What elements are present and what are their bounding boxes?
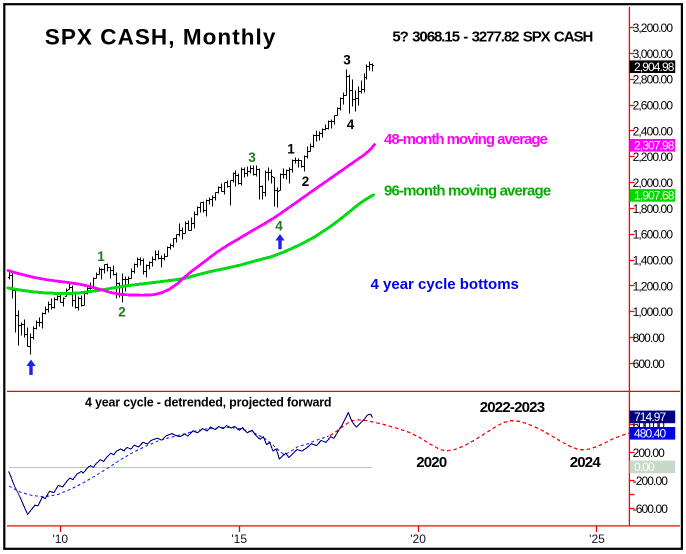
svg-text:2,400.00: 2,400.00 — [633, 124, 674, 138]
svg-text:3: 3 — [248, 150, 256, 165]
svg-text:4 year cycle bottoms: 4 year cycle bottoms — [371, 276, 519, 293]
svg-text:1,600.00: 1,600.00 — [633, 228, 674, 242]
svg-text:1,400.00: 1,400.00 — [633, 254, 674, 268]
svg-text:4: 4 — [275, 218, 283, 233]
svg-text:-200.00: -200.00 — [633, 474, 669, 488]
svg-text:4 year cycle - detrended, proj: 4 year cycle - detrended, projected forw… — [85, 395, 331, 409]
svg-text:2020: 2020 — [416, 454, 447, 471]
svg-text:48-month moving average: 48-month moving average — [384, 131, 548, 148]
svg-text:3,200.00: 3,200.00 — [633, 21, 674, 35]
svg-text:2,200.00: 2,200.00 — [633, 150, 674, 164]
svg-text:'10: '10 — [52, 532, 68, 546]
svg-text:2,800.00: 2,800.00 — [633, 73, 674, 87]
svg-text:2,000.00: 2,000.00 — [633, 176, 674, 190]
svg-text:800.00: 800.00 — [633, 331, 666, 345]
svg-text:3,000.00: 3,000.00 — [633, 47, 674, 61]
svg-text:2: 2 — [302, 174, 310, 189]
svg-text:1,800.00: 1,800.00 — [633, 202, 674, 216]
svg-text:2022-2023: 2022-2023 — [480, 399, 545, 416]
svg-text:480.40: 480.40 — [634, 427, 667, 441]
svg-text:1,907.68: 1,907.68 — [634, 189, 675, 203]
svg-text:'15: '15 — [231, 532, 247, 546]
svg-text:1: 1 — [97, 249, 105, 264]
svg-text:SPX CASH, Monthly: SPX CASH, Monthly — [45, 25, 277, 50]
svg-text:4: 4 — [347, 117, 355, 132]
svg-text:96-month moving average: 96-month moving average — [384, 182, 551, 199]
svg-text:3: 3 — [343, 52, 351, 67]
svg-text:2024: 2024 — [570, 454, 602, 471]
svg-text:'20: '20 — [410, 532, 426, 546]
svg-text:2,600.00: 2,600.00 — [633, 99, 674, 113]
svg-text:5? 3068.15 - 3277.82 SPX CASH: 5? 3068.15 - 3277.82 SPX CASH — [392, 29, 592, 46]
svg-text:600.00: 600.00 — [633, 357, 666, 371]
svg-text:1: 1 — [287, 141, 295, 156]
svg-text:200.00: 200.00 — [633, 446, 666, 460]
svg-text:2: 2 — [118, 304, 126, 319]
svg-text:'25: '25 — [589, 532, 605, 546]
svg-text:2,307.98: 2,307.98 — [634, 139, 675, 153]
svg-text:0.00: 0.00 — [634, 460, 655, 474]
svg-text:2,904.98: 2,904.98 — [634, 60, 675, 74]
svg-text:1,000.00: 1,000.00 — [633, 305, 674, 319]
svg-text:714.97: 714.97 — [634, 410, 667, 424]
svg-text:-600.00: -600.00 — [633, 502, 669, 516]
svg-text:1,200.00: 1,200.00 — [633, 279, 674, 293]
